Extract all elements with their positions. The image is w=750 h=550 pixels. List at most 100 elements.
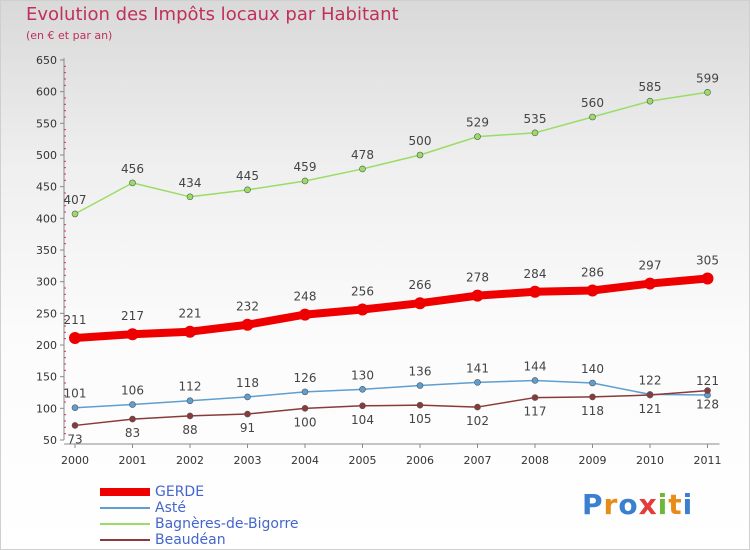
data-point [244,186,251,194]
y-tick-label: 500 [36,149,57,162]
data-label: 83 [125,426,140,440]
legend-swatch [100,523,150,525]
data-point [646,391,654,399]
data-label: 73 [67,432,82,446]
data-label: 221 [179,307,202,321]
legend: GERDE Asté Bagnères-de-Bigorre Beaudéan [100,484,420,548]
data-point [531,377,539,384]
data-label: 266 [409,278,432,292]
data-label: 256 [351,285,374,299]
data-label: 122 [639,373,662,387]
series-line-beaud-an [74,389,709,427]
data-point [701,272,714,285]
data-point [646,97,654,105]
data-label: 130 [351,368,374,382]
data-point [589,379,596,387]
x-tick-label: 2011 [694,454,722,467]
y-tick-label: 100 [36,402,57,415]
x-tick-label: 2002 [176,454,204,467]
x-tick-label: 2006 [406,454,434,467]
y-tick-label: 650 [36,54,57,67]
data-label: 112 [179,380,202,394]
x-tick-label: 2004 [291,454,319,467]
y-tick-label: 300 [36,276,57,289]
data-point [129,179,136,187]
data-point [531,394,539,401]
legend-item: Bagnères-de-Bigorre [100,516,420,532]
data-point [474,379,481,386]
x-tick-label: 2010 [636,454,664,467]
data-point [414,297,426,310]
legend-item: Asté [100,500,420,516]
logo-letter: t [668,488,683,521]
legend-swatch [100,488,150,496]
y-tick-label: 150 [36,371,57,384]
data-label: 248 [294,290,317,304]
data-point [586,284,599,297]
legend-label: Asté [155,500,186,516]
y-tick-label: 450 [36,181,57,194]
data-point [71,210,79,218]
data-point [416,401,424,409]
data-point [529,285,541,298]
legend-swatch [100,539,150,541]
data-label: 136 [409,365,432,379]
data-label: 121 [639,402,662,416]
chart-title: Evolution des Impôts locaux par Habitant [26,4,399,25]
data-point [359,402,366,410]
data-label: 104 [351,413,374,427]
data-point [471,289,484,302]
y-tick-label: 350 [36,244,57,257]
data-label: 305 [696,254,719,268]
x-tick-label: 2003 [234,454,262,467]
legend-swatch [100,507,150,509]
data-label: 121 [696,374,719,388]
data-point [589,393,596,401]
x-tick-label: 2008 [521,454,549,467]
data-point [129,401,136,408]
logo-letter: x [638,488,658,521]
data-label: 144 [524,359,547,373]
data-label: 459 [294,160,317,174]
x-tick-label: 2007 [464,454,492,467]
data-label: 88 [182,423,197,437]
y-tick-label: 400 [36,212,57,225]
data-label: 232 [236,300,259,314]
data-point [244,393,251,401]
data-point [416,382,424,389]
data-point [359,386,366,393]
data-point [356,303,369,316]
data-label: 117 [524,405,547,419]
x-tick-label: 2001 [119,454,147,467]
data-label: 211 [64,313,87,327]
legend-item: GERDE [100,484,420,500]
data-label: 101 [64,387,87,401]
data-point [644,277,656,290]
y-tick-label: 200 [36,339,57,352]
data-label: 102 [466,414,489,428]
data-label: 118 [581,404,604,418]
data-label: 286 [581,266,604,280]
data-point [241,318,254,331]
y-tick-label: 600 [36,86,57,99]
data-label: 585 [639,80,662,94]
data-point [531,129,539,137]
y-tick-label: 50 [43,434,57,447]
legend-label: GERDE [155,484,205,500]
data-label: 560 [581,96,604,110]
data-point [704,387,711,394]
data-label: 445 [236,169,259,183]
data-label: 105 [409,412,432,426]
data-point [301,388,309,396]
logo-letter: i [682,488,694,521]
x-tick-label: 2005 [349,454,377,467]
data-label: 500 [409,134,432,148]
data-point [184,325,196,338]
legend-label: Beaudéan [155,532,226,548]
data-point [186,412,194,420]
data-point [359,165,366,173]
x-tick-label: 2000 [61,454,89,467]
x-tick-label: 2009 [579,454,607,467]
logo-letter: P [582,488,604,521]
